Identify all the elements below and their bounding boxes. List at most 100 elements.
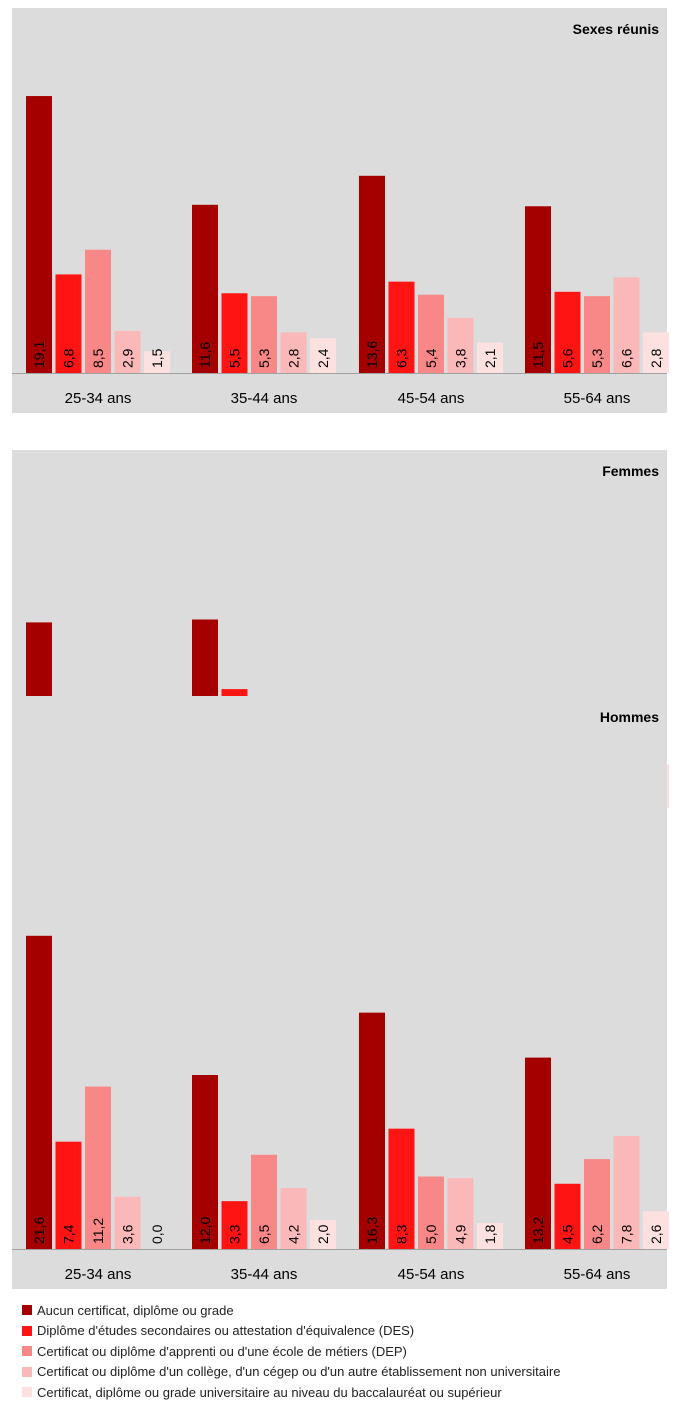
data-label: 11,6	[197, 342, 213, 368]
data-label: 3,6	[120, 1224, 136, 1244]
bar	[388, 1128, 415, 1249]
legend-label: Certificat ou diplôme d'un collège, d'un…	[37, 1364, 561, 1380]
category-label: 45-54 ans	[398, 390, 465, 407]
data-label: 2,4	[315, 348, 331, 368]
bar	[192, 204, 218, 373]
bar	[525, 1057, 551, 1249]
legend-swatch	[22, 1387, 32, 1398]
bar	[477, 342, 503, 373]
bar	[251, 1154, 277, 1249]
data-label: 3,8	[453, 348, 469, 368]
bar	[418, 1176, 444, 1249]
data-label: 3,3	[227, 1224, 243, 1244]
legend-swatch	[22, 1305, 32, 1316]
bar	[221, 1201, 248, 1249]
bar	[359, 1012, 385, 1249]
legend-item: Certificat ou diplôme d'apprenti ou d'un…	[22, 1341, 689, 1362]
chart-title: Sexes réunis	[573, 21, 660, 37]
bar	[192, 1075, 218, 1249]
legend-item: Certificat ou diplôme d'un collège, d'un…	[22, 1362, 689, 1383]
data-label: 1,5	[149, 348, 165, 368]
bar	[55, 1141, 82, 1249]
category-label: 55-64 ans	[564, 1266, 631, 1283]
data-label: 5,5	[227, 348, 243, 368]
legend-item: Diplôme d'études secondaires ou attestat…	[22, 1321, 689, 1342]
bar	[613, 277, 640, 373]
data-label: 5,6	[560, 348, 576, 368]
bar	[613, 1135, 640, 1249]
bar	[280, 1188, 307, 1249]
data-label: 8,5	[90, 348, 106, 368]
legend-label: Certificat, diplôme ou grade universitai…	[37, 1384, 502, 1400]
bar	[643, 1211, 669, 1249]
legend-item: Aucun certificat, diplôme ou grade	[22, 1300, 689, 1321]
chart-title: Hommes	[600, 709, 659, 725]
bar	[477, 1222, 503, 1249]
data-label: 2,0	[315, 1224, 331, 1244]
data-label: 6,8	[61, 348, 77, 368]
legend-swatch	[22, 1366, 32, 1377]
category-label: 25-34 ans	[65, 390, 132, 407]
data-label: 4,9	[453, 1224, 469, 1244]
category-label: 35-44 ans	[231, 390, 298, 407]
bar	[85, 1086, 111, 1249]
data-label: 5,3	[256, 348, 272, 368]
data-label: 2,6	[648, 1224, 664, 1244]
category-label: 35-44 ans	[231, 1266, 298, 1283]
chart-title: Femmes	[602, 463, 659, 479]
bar	[114, 1196, 141, 1249]
data-label: 8,3	[394, 1224, 410, 1244]
data-label: 11,5	[530, 342, 546, 368]
legend-label: Aucun certificat, diplôme ou grade	[37, 1302, 234, 1318]
bar	[418, 294, 444, 373]
bar	[584, 1159, 610, 1249]
data-label: 6,3	[394, 348, 410, 368]
chart-panel: Hommes 21,6 7,4 11,2 3,6 0,0 25-34 ans 12,0 3,3 6…	[12, 696, 669, 1289]
data-label: 5,3	[589, 348, 605, 368]
bar	[525, 206, 551, 373]
data-label: 7,4	[61, 1224, 77, 1244]
bar	[85, 249, 111, 373]
bar	[144, 351, 170, 373]
data-label: 1,8	[482, 1224, 498, 1244]
bar	[114, 330, 141, 373]
data-label: 0,0	[149, 1224, 165, 1244]
data-label: 7,8	[619, 1224, 635, 1244]
bar	[310, 1220, 336, 1249]
bar	[26, 96, 52, 374]
legend-swatch	[22, 1325, 32, 1336]
data-label: 6,6	[619, 348, 635, 368]
bar	[447, 317, 474, 373]
legend-label: Diplôme d'études secondaires ou attestat…	[37, 1323, 415, 1339]
bar	[447, 1177, 474, 1249]
legend-item: Certificat, diplôme ou grade universitai…	[22, 1382, 689, 1403]
bar	[251, 296, 277, 373]
data-label: 4,5	[560, 1224, 576, 1244]
data-label: 4,2	[286, 1224, 302, 1244]
bar	[26, 935, 52, 1249]
data-label: 11,2	[90, 1218, 106, 1244]
data-label: 2,8	[286, 348, 302, 368]
data-label: 13,2	[530, 1217, 546, 1244]
bar	[310, 338, 336, 373]
bar	[554, 291, 581, 373]
data-label: 16,3	[364, 1217, 380, 1244]
bar	[280, 332, 307, 373]
bar	[221, 293, 248, 373]
category-label: 45-54 ans	[398, 1266, 465, 1283]
bar	[359, 175, 385, 373]
bar	[388, 281, 415, 373]
data-label: 6,2	[589, 1224, 605, 1244]
data-label: 19,1	[31, 341, 47, 368]
data-label: 5,0	[423, 1224, 439, 1244]
legend-swatch	[22, 1346, 32, 1357]
data-label: 6,5	[256, 1224, 272, 1244]
data-label: 2,8	[648, 348, 664, 368]
category-label: 55-64 ans	[564, 390, 631, 407]
category-label: 25-34 ans	[65, 1266, 132, 1283]
data-label: 2,1	[482, 348, 498, 368]
bar	[55, 274, 82, 373]
data-label: 21,6	[31, 1217, 47, 1244]
data-label: 2,9	[120, 348, 136, 368]
legend: Aucun certificat, diplôme ou grade Diplô…	[22, 1300, 689, 1403]
